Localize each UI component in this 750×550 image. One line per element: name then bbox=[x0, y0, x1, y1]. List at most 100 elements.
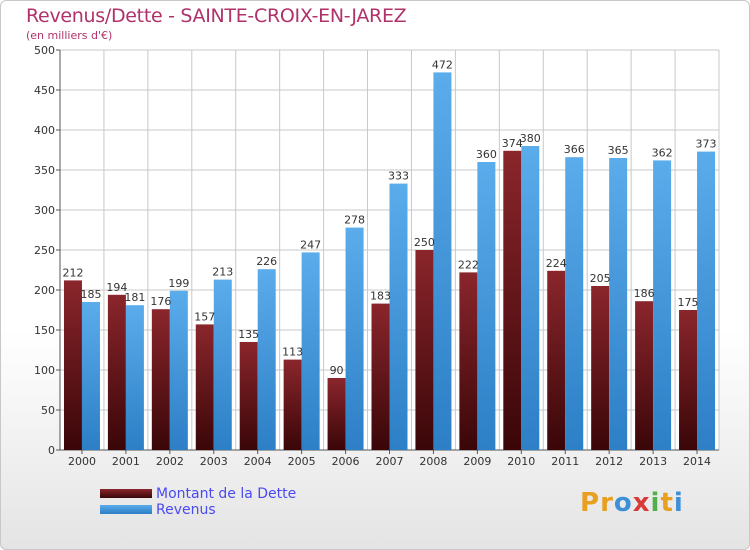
x-tick-label: 2002 bbox=[156, 455, 184, 468]
bar-dette bbox=[635, 301, 654, 450]
bar-dette bbox=[239, 342, 258, 450]
data-label-dette: 175 bbox=[678, 296, 699, 309]
x-tick-label: 2000 bbox=[68, 455, 96, 468]
data-label-revenus: 199 bbox=[168, 277, 189, 290]
bar-revenus bbox=[565, 157, 584, 450]
y-tick-label: 300 bbox=[34, 204, 55, 217]
data-label-revenus: 247 bbox=[300, 238, 321, 251]
bars bbox=[63, 72, 716, 451]
legend-swatch-dette bbox=[100, 489, 152, 498]
y-tick-label: 500 bbox=[34, 44, 55, 57]
bar-revenus bbox=[345, 227, 364, 450]
y-tick-label: 200 bbox=[34, 284, 55, 297]
data-label-revenus: 278 bbox=[344, 214, 365, 227]
data-label-revenus: 226 bbox=[256, 255, 277, 268]
bar-dette bbox=[547, 270, 566, 450]
chart-title: Revenus/Dette - SAINTE-CROIX-EN-JAREZ bbox=[26, 5, 407, 27]
data-label-dette: 90 bbox=[330, 364, 344, 377]
x-tick-label: 2010 bbox=[507, 455, 535, 468]
x-tick-label: 2007 bbox=[376, 455, 404, 468]
legend-label-revenus: Revenus bbox=[156, 502, 216, 518]
data-label-revenus: 362 bbox=[652, 146, 673, 159]
x-tick-label: 2003 bbox=[200, 455, 228, 468]
data-label-dette: 176 bbox=[150, 295, 171, 308]
proxiti-logo: Proxiti bbox=[580, 488, 684, 518]
data-label-revenus: 213 bbox=[212, 266, 233, 279]
x-tick-label: 2006 bbox=[332, 455, 360, 468]
bar-dette bbox=[195, 324, 214, 450]
logo-letter: x bbox=[632, 488, 651, 518]
data-label-dette: 212 bbox=[62, 266, 83, 279]
bar-revenus bbox=[125, 305, 144, 450]
x-tick-label: 2012 bbox=[595, 455, 623, 468]
data-label-dette: 374 bbox=[502, 137, 523, 150]
data-label-dette: 186 bbox=[634, 287, 655, 300]
bar-dette bbox=[679, 310, 698, 450]
bar-revenus bbox=[169, 290, 188, 450]
bar-dette bbox=[327, 378, 346, 450]
x-tick-label: 2008 bbox=[419, 455, 447, 468]
bar-dette bbox=[459, 272, 478, 450]
logo-letter: t bbox=[660, 488, 674, 518]
bar-revenus bbox=[81, 302, 100, 450]
bar-dette bbox=[503, 150, 522, 451]
bar-revenus bbox=[653, 160, 672, 450]
x-tick-label: 2009 bbox=[463, 455, 491, 468]
legend-swatch-revenus bbox=[100, 505, 152, 514]
bar-revenus bbox=[433, 72, 452, 451]
bar-revenus bbox=[257, 269, 276, 450]
x-tick-label: 2013 bbox=[639, 455, 667, 468]
bar-revenus bbox=[477, 162, 496, 450]
bar-dette bbox=[63, 280, 82, 450]
x-tick-label: 2005 bbox=[288, 455, 316, 468]
data-label-revenus: 380 bbox=[520, 132, 541, 145]
chart-subtitle: (en milliers d'€) bbox=[26, 29, 113, 42]
logo-letter: o bbox=[613, 488, 633, 518]
logo-letter: i bbox=[673, 488, 684, 518]
bar-dette bbox=[415, 250, 434, 450]
data-label-revenus: 472 bbox=[432, 58, 453, 71]
bar-dette bbox=[591, 286, 610, 450]
data-label-dette: 113 bbox=[282, 346, 303, 359]
y-tick-label: 100 bbox=[34, 364, 55, 377]
data-label-dette: 224 bbox=[546, 257, 567, 270]
bar-revenus bbox=[521, 146, 540, 450]
y-tick-label: 400 bbox=[34, 124, 55, 137]
x-tick-label: 2011 bbox=[551, 455, 579, 468]
bar-revenus bbox=[301, 252, 320, 450]
logo-letter: P bbox=[580, 488, 601, 518]
y-tick-label: 250 bbox=[34, 244, 55, 257]
data-label-dette: 135 bbox=[238, 328, 259, 341]
logo-letter: r bbox=[600, 488, 614, 518]
bar-dette bbox=[371, 303, 390, 450]
y-tick-label: 50 bbox=[41, 404, 55, 417]
data-label-revenus: 366 bbox=[564, 143, 585, 156]
data-label-dette: 157 bbox=[194, 310, 215, 323]
data-label-revenus: 185 bbox=[80, 288, 101, 301]
bar-revenus bbox=[213, 279, 232, 450]
data-label-revenus: 360 bbox=[476, 148, 497, 161]
axes: 0 50 100 150 200 250 300 350 400 450 500 2000 2001 20… bbox=[34, 44, 719, 468]
y-tick-label: 0 bbox=[48, 444, 55, 457]
bar-dette bbox=[283, 359, 302, 450]
y-tick-label: 150 bbox=[34, 324, 55, 337]
x-tick-label: 2001 bbox=[112, 455, 140, 468]
x-tick-label: 2014 bbox=[683, 455, 711, 468]
x-tick-label: 2004 bbox=[244, 455, 272, 468]
bar-revenus bbox=[697, 151, 716, 450]
bar-dette bbox=[107, 294, 126, 450]
data-label-dette: 183 bbox=[370, 290, 391, 303]
data-label-revenus: 181 bbox=[124, 291, 145, 304]
data-label-dette: 194 bbox=[106, 281, 127, 294]
data-label-revenus: 365 bbox=[608, 144, 629, 157]
data-label-revenus: 373 bbox=[696, 138, 717, 151]
data-label-dette: 250 bbox=[414, 236, 435, 249]
data-label-dette: 222 bbox=[458, 258, 479, 271]
data-label-dette: 205 bbox=[590, 272, 611, 285]
logo-letter: i bbox=[650, 488, 661, 518]
bar-revenus bbox=[609, 158, 628, 450]
bar-revenus bbox=[389, 183, 408, 450]
y-tick-label: 450 bbox=[34, 84, 55, 97]
